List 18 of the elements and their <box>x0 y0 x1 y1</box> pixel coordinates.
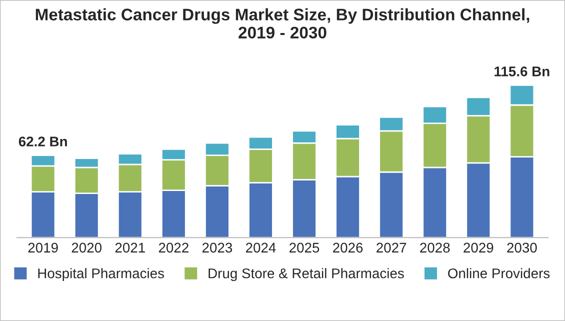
legend-label: Hospital Pharmacies <box>38 268 164 282</box>
x-tick-label: 2024 <box>246 242 276 253</box>
x-tick-label: 2019 <box>28 242 58 253</box>
x-tick-label: 2029 <box>464 242 494 253</box>
x-tick-label: 2021 <box>115 242 145 253</box>
legend-label: Drug Store & Retail Pharmacies <box>208 268 404 282</box>
x-tick-label: 2022 <box>158 242 188 253</box>
chart-title: Metastatic Cancer Drugs Market Size, By Distribution Channel, 2019 - 2030 <box>36 8 530 39</box>
x-tick-label: 2030 <box>507 242 537 253</box>
annotation: 115.6 Bn <box>494 66 550 76</box>
annotation: 62.2 Bn <box>18 136 67 146</box>
x-tick-label: 2026 <box>333 242 363 253</box>
x-tick-label: 2027 <box>376 242 406 253</box>
legend-label: Online Providers <box>448 268 550 278</box>
x-tick-label: 2028 <box>420 242 450 253</box>
x-tick-label: 2025 <box>290 242 320 253</box>
x-tick-label: 2023 <box>202 242 232 253</box>
x-tick-label: 2020 <box>72 242 102 253</box>
